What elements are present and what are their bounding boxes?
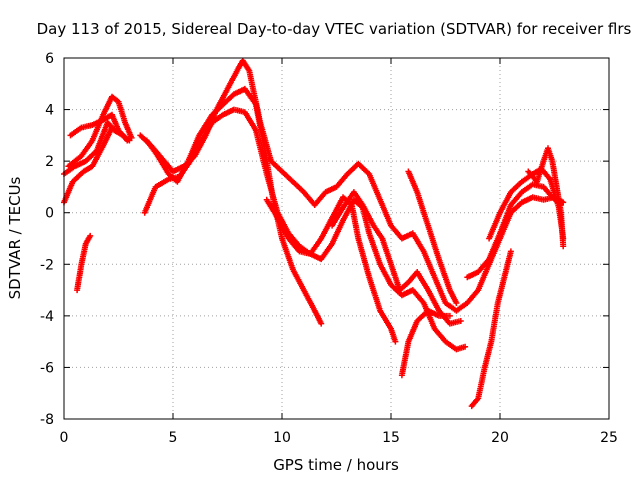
x-tick-label: 10 xyxy=(273,430,291,446)
series-track-7 xyxy=(143,85,325,327)
data-marker xyxy=(143,85,325,327)
data-marker xyxy=(405,168,460,306)
x-tick-label: 25 xyxy=(600,430,618,446)
y-tick-label: 4 xyxy=(45,103,54,119)
x-tick-label: 15 xyxy=(382,430,400,446)
data-marker xyxy=(398,307,453,379)
data-points xyxy=(61,57,567,410)
y-axis-label: SDTVAR / TECUs xyxy=(6,176,24,299)
data-marker xyxy=(468,248,514,410)
y-tick-label: -4 xyxy=(40,309,54,325)
plot-frame xyxy=(63,57,610,420)
y-tick-label: -8 xyxy=(40,412,54,428)
data-marker xyxy=(464,181,564,281)
x-tick-label: 5 xyxy=(169,430,178,446)
y-tick-label: 0 xyxy=(45,206,54,222)
data-marker xyxy=(486,165,567,242)
series-track-16 xyxy=(486,165,567,242)
y-tick-label: 2 xyxy=(45,154,54,170)
data-marker xyxy=(263,194,399,345)
series-track-3 xyxy=(67,111,131,144)
chart-title: Day 113 of 2015, Sidereal Day-to-day VTE… xyxy=(37,20,632,38)
series-track-13 xyxy=(464,181,564,281)
x-axis-label: GPS time / hours xyxy=(273,456,399,474)
y-tick-label: -6 xyxy=(40,360,54,376)
series-track-10 xyxy=(329,189,464,327)
series-track-14 xyxy=(468,248,514,410)
data-marker xyxy=(74,232,94,294)
data-marker xyxy=(67,111,131,144)
series-track-12 xyxy=(405,168,460,306)
data-marker xyxy=(329,189,464,327)
series-track-5 xyxy=(74,232,94,294)
y-tick-label: -2 xyxy=(40,257,54,273)
series-track-9 xyxy=(263,194,399,345)
series-track-11 xyxy=(398,307,453,379)
y-tick-label: 6 xyxy=(45,51,54,67)
x-tick-label: 0 xyxy=(60,430,69,446)
x-tick-label: 20 xyxy=(491,430,509,446)
